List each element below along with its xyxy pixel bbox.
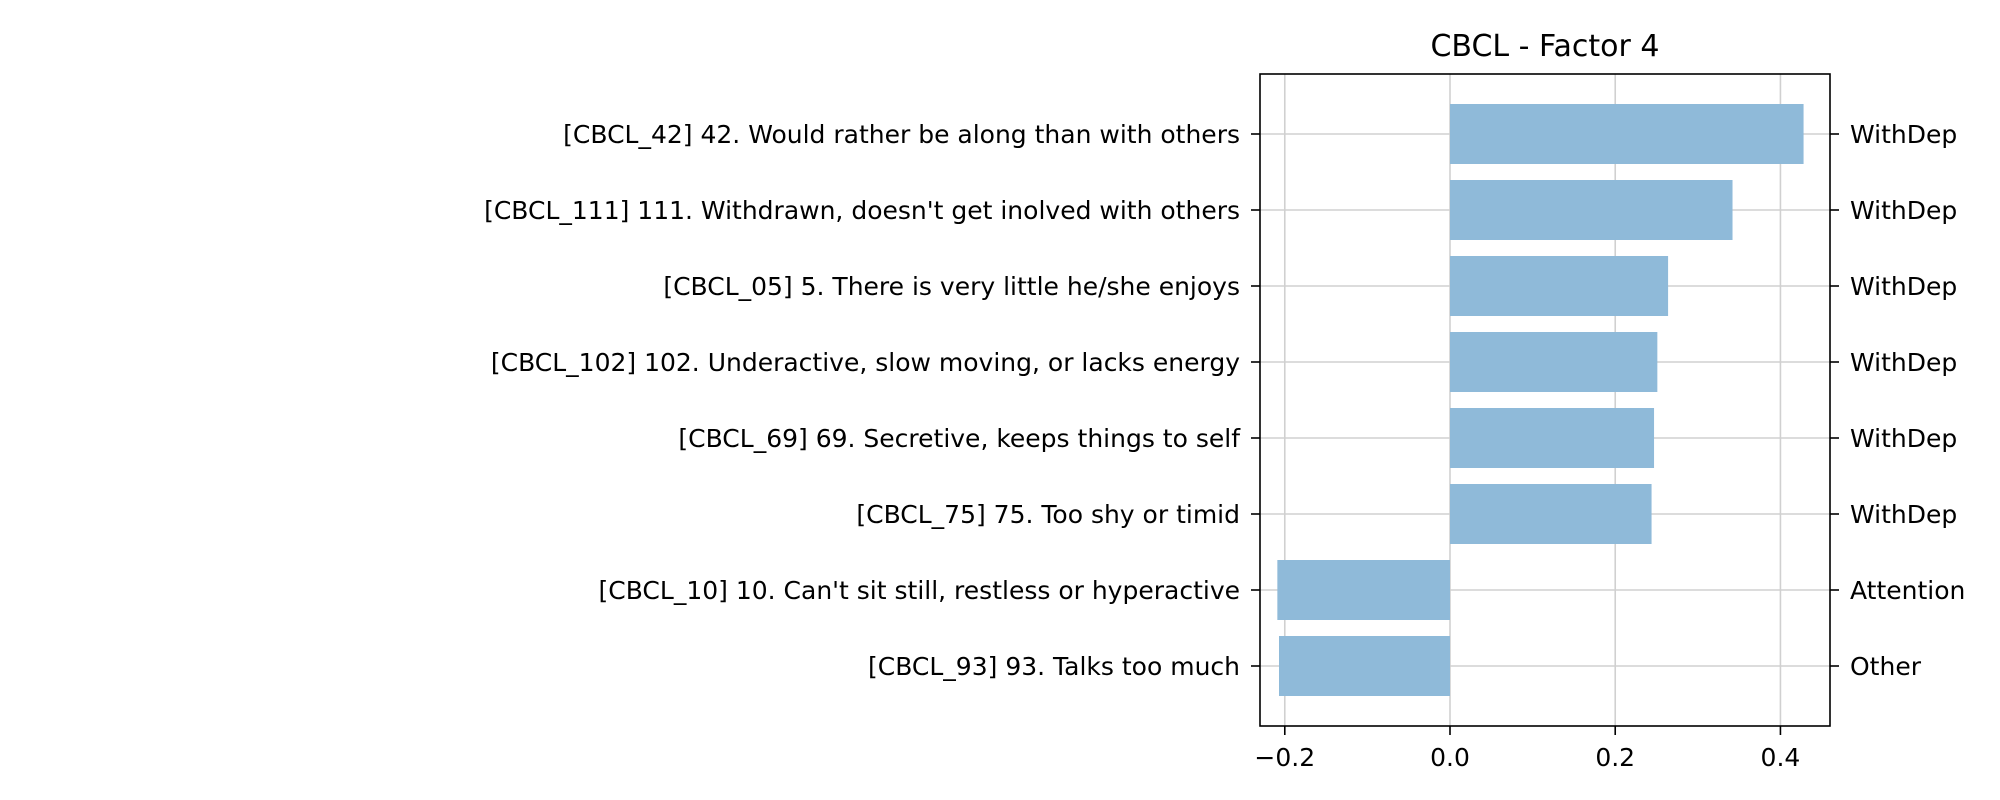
- x-tick-label: 0.4: [1761, 743, 1801, 772]
- item-label: [CBCL_93] 93. Talks too much: [868, 652, 1240, 681]
- plot-frame: [1259, 73, 1831, 727]
- item-label: [CBCL_69] 69. Secretive, keeps things to…: [678, 424, 1241, 453]
- x-tick-label: 0.0: [1430, 743, 1470, 772]
- x-tick-label: −0.2: [1254, 743, 1315, 772]
- category-label: Attention: [1850, 576, 1965, 605]
- bar: [1450, 408, 1655, 468]
- item-label: [CBCL_75] 75. Too shy or timid: [856, 500, 1240, 529]
- item-label: [CBCL_102] 102. Underactive, slow moving…: [491, 348, 1240, 377]
- chart-title: CBCL - Factor 4: [1430, 29, 1659, 64]
- bar: [1279, 636, 1450, 696]
- bar: [1277, 560, 1450, 620]
- bar: [1450, 256, 1669, 316]
- category-label: Other: [1850, 652, 1922, 681]
- category-label: WithDep: [1850, 120, 1957, 149]
- x-tick-label: 0.2: [1595, 743, 1635, 772]
- bar: [1450, 484, 1652, 544]
- category-label: WithDep: [1850, 196, 1957, 225]
- x-axis: −0.2 0.0 0.2 0.4: [1254, 726, 1800, 772]
- category-labels: WithDep WithDep WithDep WithDep WithDep WithD…: [1830, 120, 1965, 681]
- item-label: [CBCL_05] 5. There is very little he/she…: [663, 272, 1240, 301]
- bar: [1450, 180, 1733, 240]
- category-label: WithDep: [1850, 500, 1957, 529]
- item-label: [CBCL_42] 42. Would rather be along than…: [563, 120, 1240, 149]
- category-label: WithDep: [1850, 272, 1957, 301]
- item-labels: [CBCL_42] 42. Would rather be along than…: [484, 120, 1260, 681]
- category-label: WithDep: [1850, 348, 1957, 377]
- bars: [1277, 104, 1804, 696]
- bar: [1450, 332, 1658, 392]
- category-label: WithDep: [1850, 424, 1957, 453]
- bar: [1450, 104, 1804, 164]
- item-label: [CBCL_111] 111. Withdrawn, doesn't get i…: [484, 196, 1240, 225]
- grid-lines: [1260, 74, 1830, 726]
- item-label: [CBCL_10] 10. Can't sit still, restless …: [599, 576, 1240, 605]
